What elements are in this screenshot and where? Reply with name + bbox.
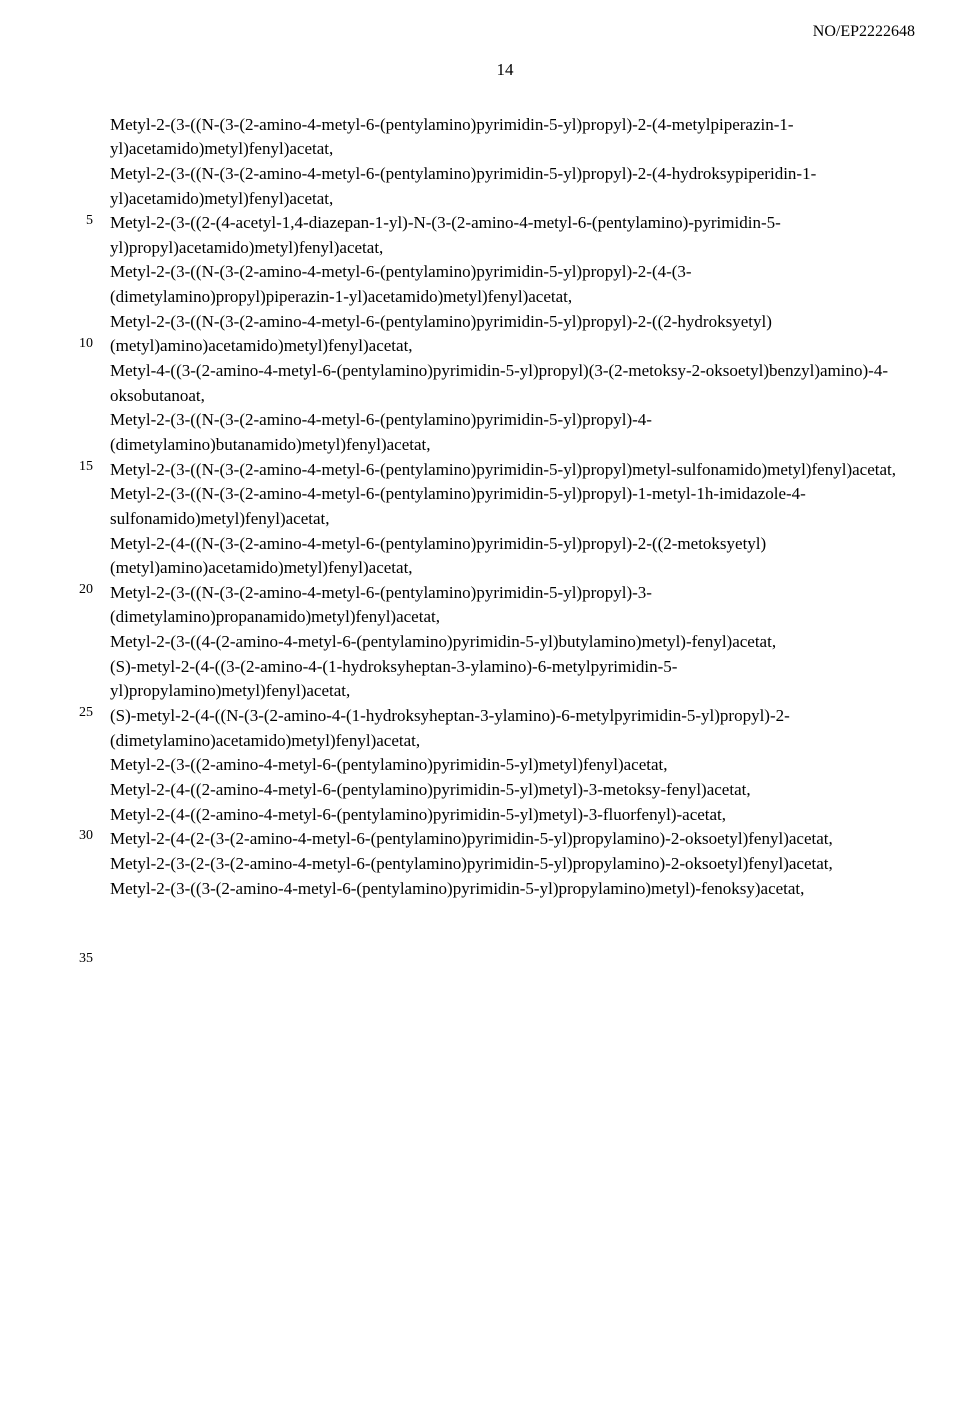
body-paragraph: Metyl-2-(3-((N-(3-(2-amino-4-metyl-6-(pe… bbox=[110, 482, 900, 531]
page-number: 14 bbox=[110, 58, 900, 83]
body-paragraph: Metyl-2-(3-((N-(3-(2-amino-4-metyl-6-(pe… bbox=[110, 162, 900, 211]
body-paragraph: (S)-metyl-2-(4-((3-(2-amino-4-(1-hydroks… bbox=[110, 655, 900, 704]
doc-id: NO/EP2222648 bbox=[813, 20, 915, 43]
body-paragraph: Metyl-2-(3-((N-(3-(2-amino-4-metyl-6-(pe… bbox=[110, 458, 900, 483]
body-paragraph: Metyl-2-(3-((N-(3-(2-amino-4-metyl-6-(pe… bbox=[110, 310, 900, 359]
line-number: 10 bbox=[63, 334, 93, 354]
body-paragraph: Metyl-2-(4-((N-(3-(2-amino-4-metyl-6-(pe… bbox=[110, 532, 900, 581]
line-number: 20 bbox=[63, 580, 93, 600]
body-paragraph: Metyl-2-(4-(2-(3-(2-amino-4-metyl-6-(pen… bbox=[110, 827, 900, 852]
line-number: 5 bbox=[63, 211, 93, 231]
body-paragraph: (S)-metyl-2-(4-((N-(3-(2-amino-4-(1-hydr… bbox=[110, 704, 900, 753]
page-container: NO/EP2222648 14 5101520253035Metyl-2-(3-… bbox=[0, 0, 960, 1428]
line-number: 15 bbox=[63, 457, 93, 477]
body-paragraph: Metyl-2-(4-((2-amino-4-metyl-6-(pentylam… bbox=[110, 778, 900, 803]
body-text: 5101520253035Metyl-2-(3-((N-(3-(2-amino-… bbox=[110, 113, 900, 902]
body-paragraph: Metyl-4-((3-(2-amino-4-metyl-6-(pentylam… bbox=[110, 359, 900, 408]
body-paragraph: Metyl-2-(3-((4-(2-amino-4-metyl-6-(penty… bbox=[110, 630, 900, 655]
body-paragraph: Metyl-2-(3-((2-(4-acetyl-1,4-diazepan-1-… bbox=[110, 211, 900, 260]
body-paragraph: Metyl-2-(3-((N-(3-(2-amino-4-metyl-6-(pe… bbox=[110, 408, 900, 457]
body-paragraph: Metyl-2-(3-(2-(3-(2-amino-4-metyl-6-(pen… bbox=[110, 852, 900, 877]
line-number: 30 bbox=[63, 826, 93, 846]
body-paragraph: Metyl-2-(4-((2-amino-4-metyl-6-(pentylam… bbox=[110, 803, 900, 828]
body-paragraph: Metyl-2-(3-((N-(3-(2-amino-4-metyl-6-(pe… bbox=[110, 113, 900, 162]
body-paragraph: Metyl-2-(3-((3-(2-amino-4-metyl-6-(penty… bbox=[110, 877, 900, 902]
body-paragraph: Metyl-2-(3-((2-amino-4-metyl-6-(pentylam… bbox=[110, 753, 900, 778]
body-paragraph: Metyl-2-(3-((N-(3-(2-amino-4-metyl-6-(pe… bbox=[110, 581, 900, 630]
line-number: 25 bbox=[63, 703, 93, 723]
body-paragraph: Metyl-2-(3-((N-(3-(2-amino-4-metyl-6-(pe… bbox=[110, 260, 900, 309]
line-number: 35 bbox=[63, 949, 93, 969]
